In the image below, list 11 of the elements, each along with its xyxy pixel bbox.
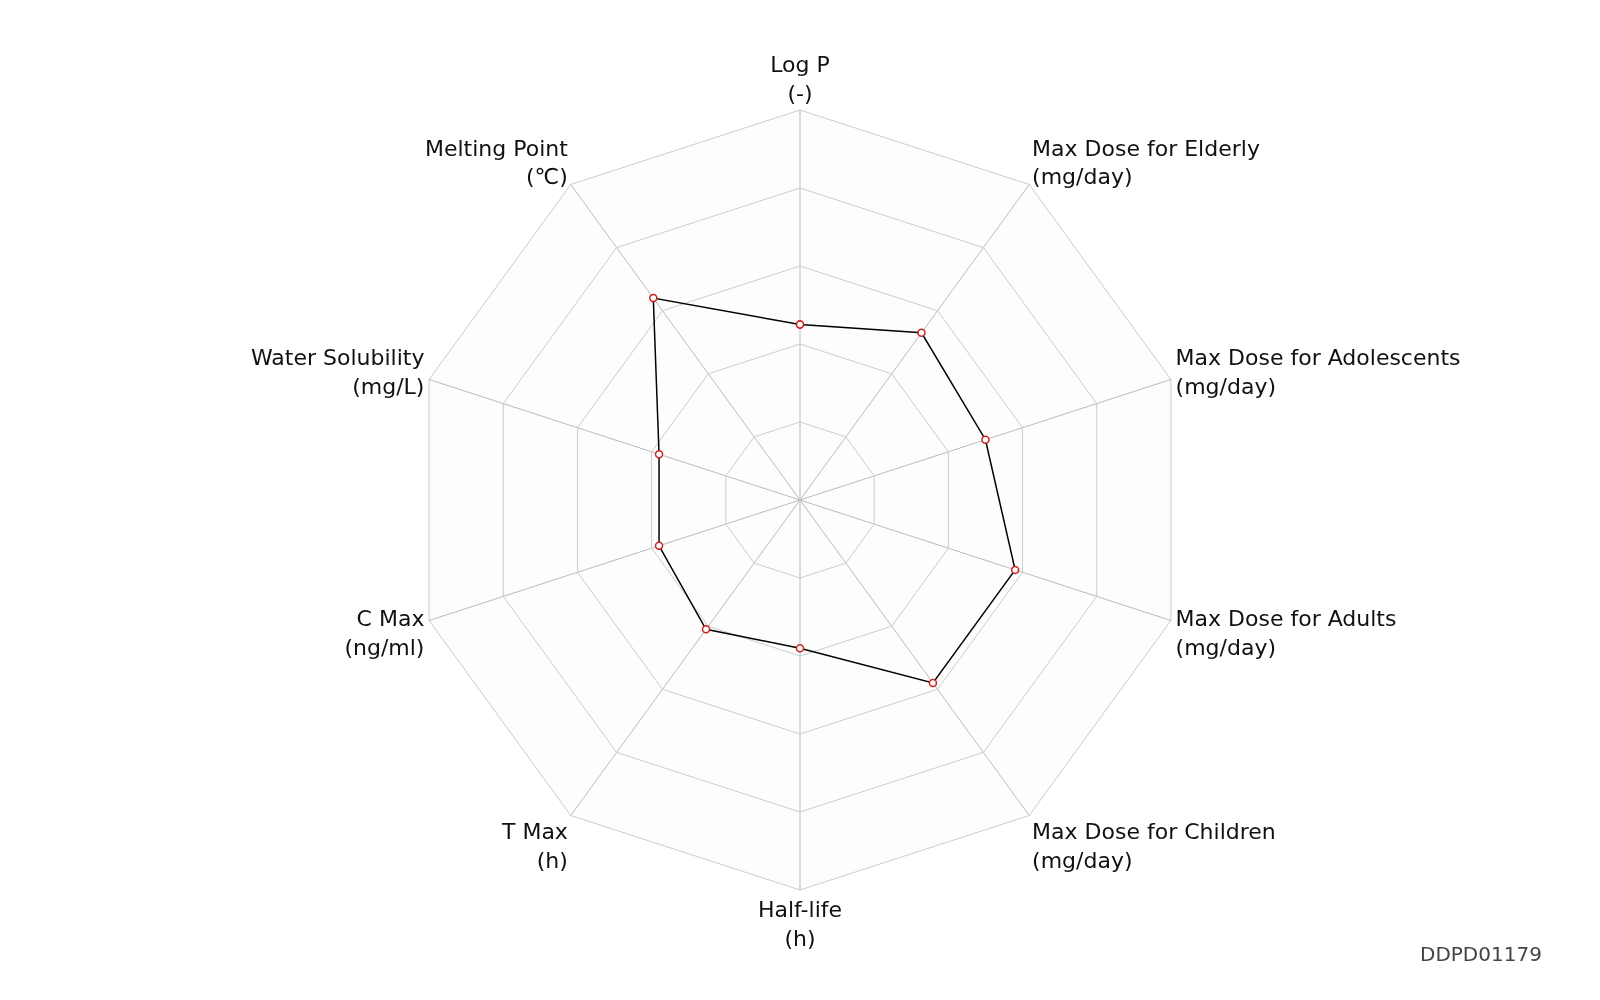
spoke-label: Melting Point (℃)	[424, 135, 569, 190]
spoke-label: C Max (ng/ml)	[344, 606, 425, 660]
spoke-label: Max Dose for Adolescents (mg/day)	[1175, 345, 1461, 399]
spoke-label: Half-life (h)	[757, 896, 843, 951]
spoke-label: Water Solubility (mg/L)	[250, 345, 425, 399]
spoke-label: T Max (h)	[500, 819, 568, 873]
spoke-label: Max Dose for Adults (mg/day)	[1175, 606, 1397, 660]
spoke-label: Log P (-)	[770, 52, 830, 106]
spoke-label: Max Dose for Children (mg/day)	[1032, 819, 1276, 873]
text: DDPD01179	[1420, 942, 1542, 966]
spoke-label: Max Dose for Elderly (mg/day)	[1032, 135, 1260, 190]
